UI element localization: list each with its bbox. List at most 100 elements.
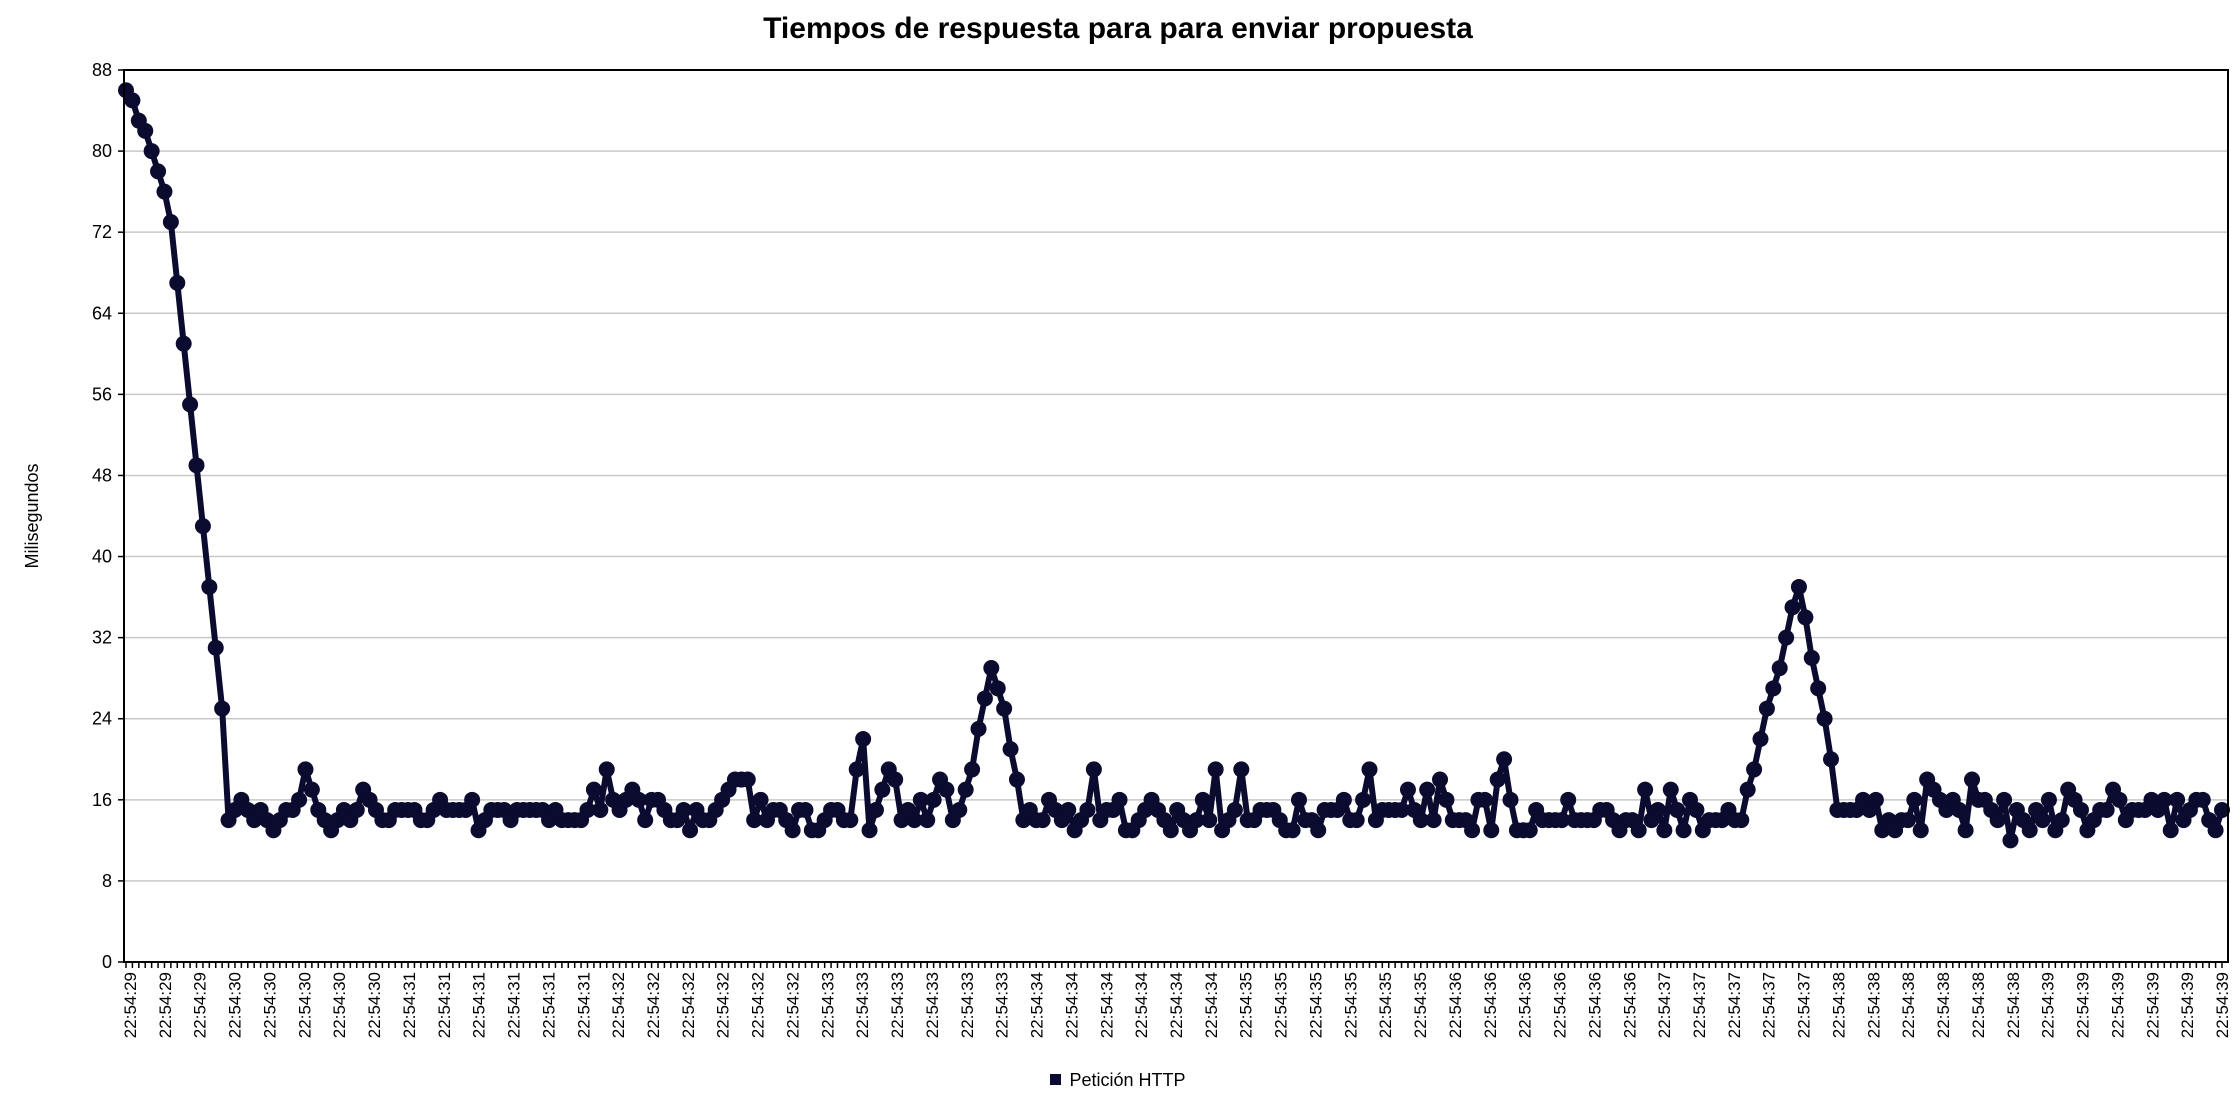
data-point bbox=[137, 122, 154, 139]
data-point bbox=[156, 183, 173, 200]
x-tick-label: 22:54:35 bbox=[1272, 972, 1291, 1038]
data-point bbox=[1739, 781, 1756, 798]
data-point bbox=[1656, 822, 1673, 839]
y-tick-label: 0 bbox=[102, 952, 112, 972]
data-point bbox=[348, 801, 365, 818]
y-tick-label: 24 bbox=[92, 709, 112, 729]
data-point bbox=[150, 163, 167, 180]
data-point bbox=[746, 812, 763, 829]
x-tick-label: 22:54:33 bbox=[993, 972, 1012, 1038]
data-point bbox=[1778, 629, 1795, 646]
data-point bbox=[951, 801, 968, 818]
x-tick-label: 22:54:32 bbox=[749, 972, 768, 1038]
data-point bbox=[1810, 680, 1827, 697]
data-point bbox=[855, 731, 872, 747]
data-point bbox=[983, 660, 1000, 677]
data-point bbox=[1662, 781, 1679, 798]
data-point bbox=[1637, 781, 1654, 798]
x-tick-label: 22:54:31 bbox=[574, 972, 593, 1038]
x-tick-label: 22:54:36 bbox=[1585, 972, 1604, 1038]
y-tick-label: 40 bbox=[92, 547, 112, 567]
data-point bbox=[675, 801, 692, 818]
data-point bbox=[194, 518, 211, 535]
x-tick-label: 22:54:31 bbox=[400, 972, 419, 1038]
data-point bbox=[598, 761, 615, 778]
data-point bbox=[2156, 791, 2173, 808]
legend-label: Petición HTTP bbox=[1069, 1070, 1186, 1090]
legend-swatch bbox=[1050, 1074, 1062, 1085]
data-point bbox=[1226, 801, 1243, 818]
x-tick-label: 22:54:32 bbox=[644, 972, 663, 1038]
y-tick-label: 56 bbox=[92, 384, 112, 404]
data-point bbox=[1060, 801, 1077, 818]
x-tick-label: 22:54:37 bbox=[1760, 972, 1779, 1038]
data-point bbox=[797, 801, 814, 818]
data-point bbox=[1111, 791, 1128, 808]
data-point bbox=[1553, 812, 1570, 829]
data-point bbox=[1752, 731, 1769, 747]
data-point bbox=[1790, 578, 1807, 595]
x-tick-label: 22:54:33 bbox=[958, 972, 977, 1038]
data-point bbox=[2002, 832, 2019, 849]
data-point bbox=[1233, 761, 1250, 778]
x-tick-label: 22:54:38 bbox=[1899, 972, 1918, 1038]
data-point bbox=[1867, 791, 1884, 808]
series-line-peticion-http bbox=[123, 88, 2225, 844]
data-point bbox=[162, 214, 179, 231]
data-point bbox=[1290, 791, 1307, 808]
data-point bbox=[2098, 801, 2115, 818]
data-point bbox=[970, 720, 987, 737]
data-point bbox=[175, 335, 192, 352]
data-point bbox=[1419, 781, 1436, 798]
x-tick-label: 22:54:38 bbox=[1934, 972, 1953, 1038]
data-point bbox=[1746, 761, 1763, 778]
x-tick-label: 22:54:33 bbox=[818, 972, 837, 1038]
data-point bbox=[1284, 822, 1301, 839]
x-tick-label: 22:54:34 bbox=[1167, 972, 1186, 1038]
y-tick-label: 8 bbox=[102, 871, 112, 891]
data-point bbox=[2111, 791, 2128, 808]
x-tick-label: 22:54:39 bbox=[2074, 972, 2093, 1038]
x-tick-label: 22:54:39 bbox=[2108, 972, 2127, 1038]
data-point bbox=[976, 690, 993, 707]
x-tick-label: 22:54:34 bbox=[1062, 972, 1081, 1038]
data-point bbox=[1989, 812, 2006, 829]
x-tick-label: 22:54:38 bbox=[1830, 972, 1849, 1038]
data-point bbox=[2162, 822, 2179, 839]
data-point bbox=[784, 822, 801, 839]
series-layer bbox=[118, 82, 2230, 849]
x-tick-label: 22:54:35 bbox=[1411, 972, 1430, 1038]
legend: Petición HTTP bbox=[0, 1070, 2236, 1091]
data-point bbox=[1432, 771, 1449, 788]
data-point bbox=[592, 801, 609, 818]
data-point bbox=[2040, 791, 2057, 808]
data-point bbox=[291, 791, 308, 808]
data-point bbox=[1188, 812, 1205, 829]
data-point bbox=[1521, 822, 1538, 839]
data-point bbox=[887, 771, 904, 788]
x-tick-label: 22:54:33 bbox=[853, 972, 872, 1038]
data-point bbox=[682, 822, 699, 839]
y-axis-label: Milisegundos bbox=[22, 463, 42, 568]
data-point bbox=[637, 812, 654, 829]
x-tick-label: 22:54:32 bbox=[609, 972, 628, 1038]
x-tick-label: 22:54:29 bbox=[156, 972, 175, 1038]
data-point bbox=[842, 812, 859, 829]
chart-title: Tiempos de respuesta para para enviar pr… bbox=[763, 12, 1473, 45]
data-point bbox=[1816, 710, 1833, 727]
x-tick-label: 22:54:36 bbox=[1446, 972, 1465, 1038]
x-tick-label: 22:54:36 bbox=[1551, 972, 1570, 1038]
data-point bbox=[297, 761, 314, 778]
data-point bbox=[2034, 812, 2051, 829]
x-tick-label: 22:54:34 bbox=[1097, 972, 1116, 1038]
data-point bbox=[2053, 812, 2070, 829]
data-point bbox=[1502, 791, 1519, 808]
data-point bbox=[201, 578, 218, 595]
data-point bbox=[906, 812, 923, 829]
x-tick-label: 22:54:38 bbox=[1969, 972, 1988, 1038]
x-tick-label: 22:54:37 bbox=[1725, 972, 1744, 1038]
data-point bbox=[169, 274, 186, 291]
data-point bbox=[1996, 791, 2013, 808]
data-point bbox=[214, 700, 231, 717]
data-point bbox=[1951, 801, 1968, 818]
